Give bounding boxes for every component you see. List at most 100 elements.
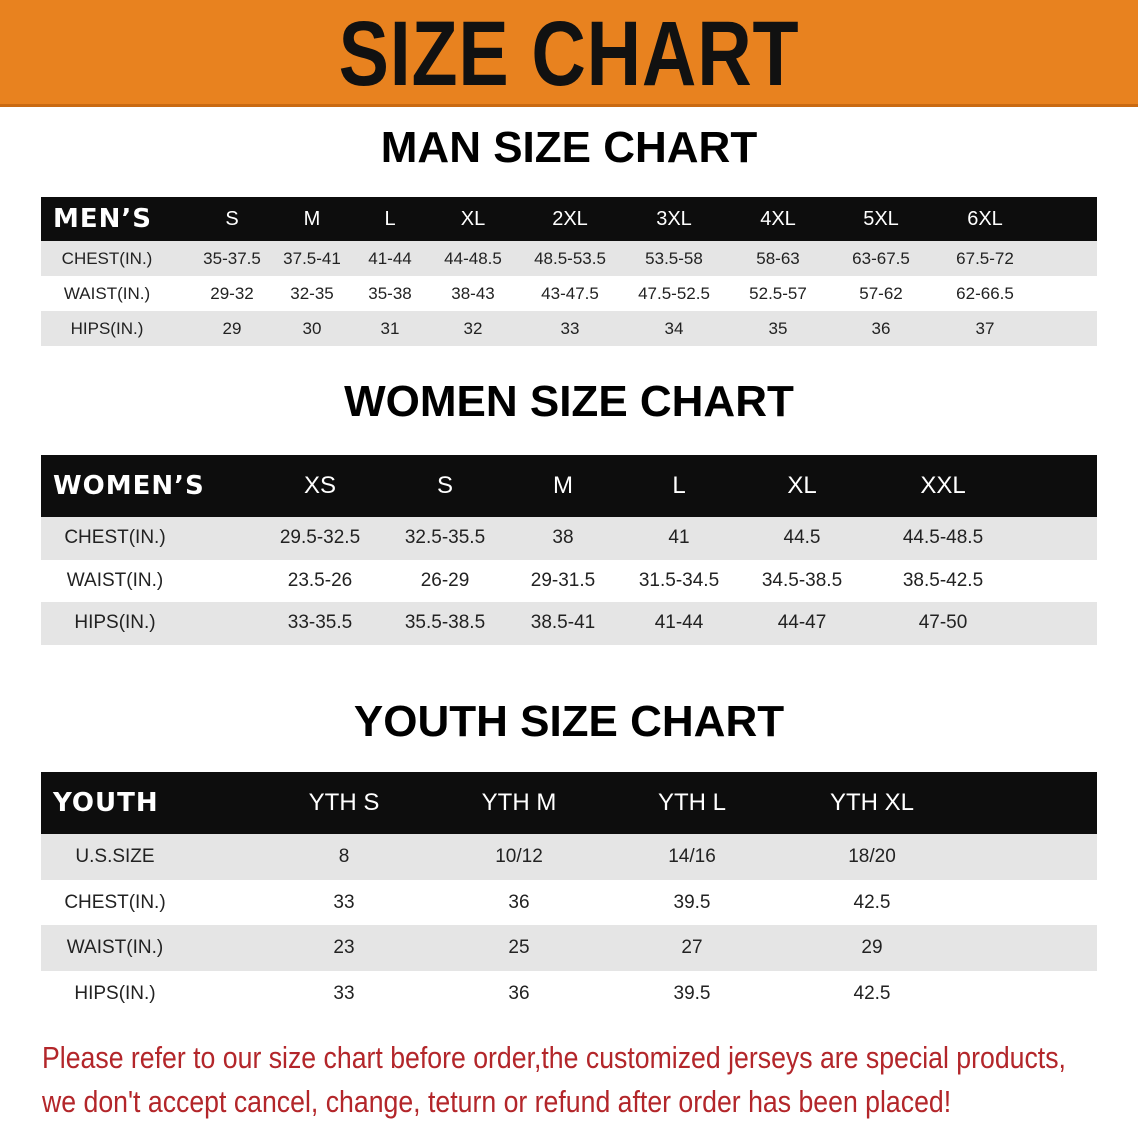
row-label: WAIST(IN.): [66, 569, 164, 591]
table-cell: 29-31.5: [530, 569, 596, 591]
table-row: WAIST(IN.) 23 25 27 29: [41, 925, 1097, 972]
table-cell: 26-29: [420, 569, 470, 591]
size-header-2xl: 2XL: [552, 207, 588, 230]
size-header-xl: XL: [460, 207, 486, 230]
table-cell: 58-63: [756, 248, 800, 268]
table-cell: 10/12: [495, 845, 543, 867]
table-cell: 34.5-38.5: [761, 569, 843, 591]
row-label: WAIST(IN.): [63, 283, 151, 303]
table-cell: 35.5-38.5: [404, 612, 486, 634]
size-header-l: L: [672, 472, 686, 499]
row-label: WAIST(IN.): [66, 937, 164, 959]
row-label: CHEST(IN.): [64, 527, 166, 549]
table-cell: 34: [664, 318, 684, 338]
row-label: HIPS(IN.): [70, 318, 144, 338]
row-label: HIPS(IN.): [74, 612, 156, 634]
table-cell: 41-44: [368, 248, 412, 268]
table-cell: 38: [552, 527, 574, 549]
table-cell: 36: [508, 891, 530, 913]
table-cell: 38-43: [451, 283, 495, 303]
table-cell: 43-47.5: [541, 283, 599, 303]
table-cell: 63-67.5: [852, 248, 910, 268]
table-cell: 44.5: [783, 527, 821, 549]
table-row: HIPS(IN.) 33 36 39.5 42.5: [41, 971, 1097, 1017]
table-cell: 25: [508, 937, 530, 959]
table-cell: 47.5-52.5: [638, 283, 710, 303]
table-row: WAIST(IN.) 29-32 32-35 35-38 38-43 43-47.5 47.…: [41, 276, 1097, 311]
table-cell: 33: [333, 891, 355, 913]
size-header-yth-s: YTH S: [308, 789, 380, 816]
table-cell: 36: [508, 982, 530, 1004]
men-header-label: MEN’S: [53, 204, 152, 234]
table-cell: 52.5-57: [749, 283, 807, 303]
women-section-title: WOMEN SIZE CHART: [344, 377, 794, 426]
youth-size-table: YOUTH YTH S YTH M YTH L YTH XL U.S.SIZE 8 10/12…: [41, 772, 1097, 1017]
size-header-4xl: 4XL: [760, 207, 796, 230]
men-section-title: MAN SIZE CHART: [380, 123, 758, 172]
table-cell: 14/16: [668, 845, 716, 867]
size-header-xxl: XXL: [920, 472, 966, 499]
table-cell: 36: [871, 318, 891, 338]
notice-line-1: Please refer to our size chart before or…: [42, 1040, 1066, 1075]
row-label: U.S.SIZE: [75, 845, 155, 867]
size-header-xs: XS: [303, 472, 337, 499]
table-cell: 30: [302, 318, 322, 338]
table-cell: 62-66.5: [956, 283, 1014, 303]
table-cell: 23: [333, 937, 355, 959]
notice-line-2: we don't accept cancel, change, teturn o…: [42, 1084, 952, 1119]
table-cell: 31.5-34.5: [638, 569, 720, 591]
table-cell: 41: [668, 527, 690, 549]
size-header-yth-l: YTH L: [657, 789, 727, 816]
table-cell: 44-48.5: [444, 248, 502, 268]
table-cell: 35: [768, 318, 788, 338]
youth-section-title: YOUTH SIZE CHART: [353, 697, 785, 746]
row-label: CHEST(IN.): [64, 891, 166, 913]
table-cell: 57-62: [859, 283, 903, 303]
table-cell: 41-44: [654, 612, 704, 634]
table-cell: 67.5-72: [956, 248, 1014, 268]
table-cell: 38.5-42.5: [902, 569, 984, 591]
table-row: WAIST(IN.) 23.5-26 26-29 29-31.5 31.5-34.5 34…: [41, 560, 1097, 603]
table-cell: 39.5: [673, 982, 711, 1004]
table-cell: 33: [333, 982, 355, 1004]
table-cell: 35-38: [368, 283, 412, 303]
table-cell: 35-37.5: [203, 248, 261, 268]
table-cell: 44.5-48.5: [902, 527, 984, 549]
row-label: CHEST(IN.): [61, 248, 153, 268]
table-cell: 29: [861, 937, 883, 959]
men-header-row: MEN’S S M L XL 2XL 3XL 4XL 5XL 6XL: [41, 197, 1097, 241]
table-cell: 23.5-26: [287, 569, 353, 591]
table-row: U.S.SIZE 8 10/12 14/16 18/20: [41, 834, 1097, 880]
table-cell: 32.5-35.5: [404, 527, 486, 549]
table-cell: 39.5: [673, 891, 711, 913]
youth-header-label: YOUTH: [53, 788, 159, 818]
table-cell: 18/20: [848, 845, 896, 867]
table-cell: 37: [975, 318, 995, 338]
table-cell: 53.5-58: [645, 248, 703, 268]
table-row: CHEST(IN.) 35-37.5 37.5-41 41-44 44-48.5 48.5…: [41, 241, 1097, 276]
women-size-table: WOMEN’S XS S M L XL XXL CHEST(IN.) 29.5-32.5 32.5…: [41, 455, 1097, 645]
size-header-yth-xl: YTH XL: [829, 789, 915, 816]
banner-title: SIZE CHART: [338, 3, 800, 105]
size-header-5xl: 5XL: [863, 207, 899, 230]
size-header-6xl: 6XL: [967, 207, 1003, 230]
table-cell: 32-35: [290, 283, 334, 303]
men-size-table: MEN’S S M L XL 2XL 3XL 4XL 5XL 6XL CHEST(IN.) 35-37…: [41, 197, 1097, 346]
table-cell: 42.5: [853, 891, 891, 913]
size-header-m: M: [553, 472, 573, 499]
table-cell: 44-47: [777, 612, 827, 634]
size-header-s: S: [225, 207, 239, 230]
row-label: HIPS(IN.): [74, 982, 156, 1004]
table-cell: 38.5-41: [530, 612, 596, 634]
table-cell: 47-50: [918, 612, 968, 634]
table-row: HIPS(IN.) 33-35.5 35.5-38.5 38.5-41 41-44 44-…: [41, 602, 1097, 645]
table-cell: 8: [338, 845, 350, 867]
youth-header-row: YOUTH YTH S YTH M YTH L YTH XL: [41, 772, 1097, 834]
table-cell: 48.5-53.5: [534, 248, 606, 268]
table-cell: 27: [681, 937, 703, 959]
table-row: CHEST(IN.) 29.5-32.5 32.5-35.5 38 41 44.5 44.5…: [41, 517, 1097, 560]
size-header-yth-m: YTH M: [481, 789, 557, 816]
size-header-s: S: [436, 472, 454, 499]
size-header-l: L: [384, 207, 396, 230]
size-header-xl: XL: [787, 472, 817, 499]
